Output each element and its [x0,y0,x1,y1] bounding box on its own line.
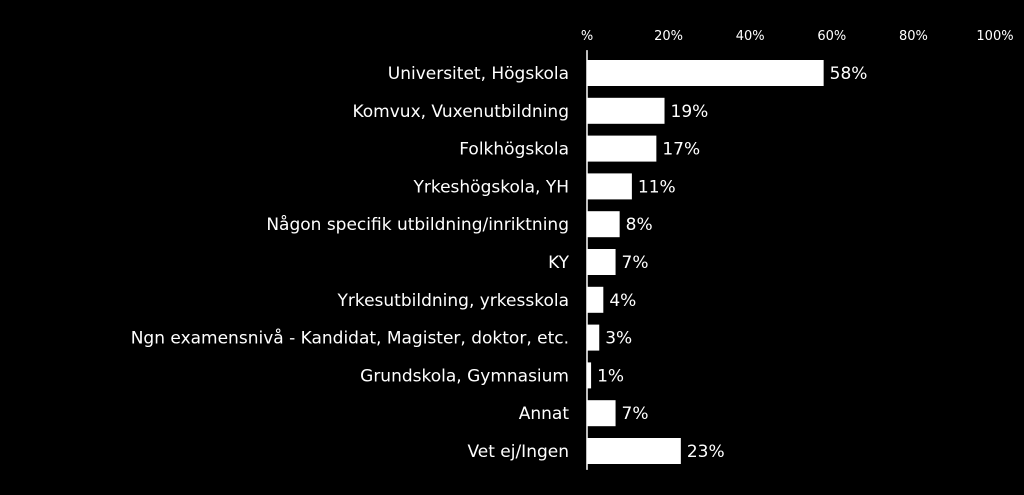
x-tick-label: 40% [736,29,765,44]
category-label: Komvux, Vuxenutbildning [352,102,569,122]
data-label: 8% [626,215,653,235]
bar [587,97,665,124]
bar [587,324,600,351]
category-label: Yrkesutbildning, yrkesskola [336,291,569,311]
bar [587,400,616,427]
bar [587,362,592,389]
data-label: 19% [671,102,709,122]
x-tick-label: 20% [654,29,683,44]
data-label: 17% [662,140,700,160]
data-label: 7% [622,253,649,273]
category-label: Grundskola, Gymnasium [360,366,569,386]
category-label: Vet ej/Ingen [467,442,569,462]
category-label: Annat [519,404,570,424]
x-tick-label: 80% [899,29,928,44]
category-label: Någon specifik utbildning/inriktning [266,214,569,235]
data-label: 23% [687,442,725,462]
bar [587,211,620,238]
x-tick-label: % [581,29,593,44]
bar [587,135,657,162]
category-label: Yrkeshögskola, YH [412,177,569,197]
bar [587,438,681,464]
data-label: 3% [605,329,632,349]
bar [587,173,632,200]
bars-group: Universitet, Högskola 58% Komvux, Vuxenutb… [131,60,868,464]
bar [587,249,616,275]
x-axis-ticks: % 20% 40% 60% 80% 100% [581,29,1014,44]
category-label: Folkhögskola [459,140,569,160]
category-label: KY [548,253,570,273]
category-label: Universitet, Högskola [388,64,569,84]
data-label: 58% [830,64,868,84]
x-tick-label: 60% [817,29,846,44]
x-tick-label: 100% [976,29,1013,44]
bar [587,60,824,86]
data-label: 1% [597,366,624,386]
data-label: 11% [638,177,676,197]
bar [587,286,604,313]
category-label: Ngn examensnivå - Kandidat, Magister, do… [131,328,569,349]
data-label: 4% [609,291,636,311]
data-label: 7% [622,404,649,424]
